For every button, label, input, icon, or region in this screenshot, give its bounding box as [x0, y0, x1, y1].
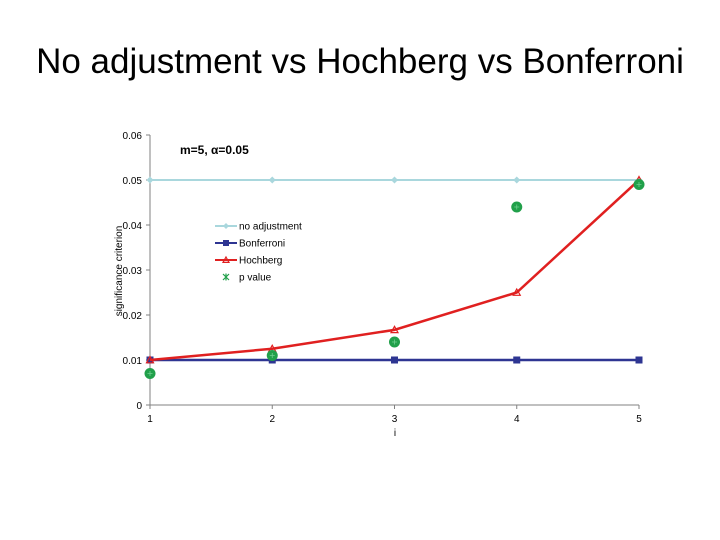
- x-tick-label: 4: [514, 414, 520, 425]
- legend-label: p value: [239, 273, 272, 284]
- x-tick-label: 1: [147, 414, 153, 425]
- data-point: [391, 176, 398, 184]
- legend-item: Hochberg: [215, 256, 282, 267]
- data-point: [389, 325, 400, 334]
- data-point-glyph: [392, 339, 397, 345]
- data-point-glyph: [147, 371, 153, 376]
- data-point: [513, 176, 521, 184]
- data-point-glyph: [636, 182, 642, 187]
- data-point: [391, 356, 398, 364]
- legend-item: no adjustment: [215, 222, 302, 233]
- data-point: [146, 176, 154, 184]
- y-tick-label: 0.03: [123, 266, 143, 277]
- series-hochberg: [145, 175, 644, 364]
- data-point-glyph: [514, 204, 520, 210]
- y-tick-label: 0.05: [123, 176, 143, 187]
- x-tick-label: 3: [392, 414, 398, 425]
- legend-label: no adjustment: [239, 222, 302, 233]
- legend-marker: [222, 273, 230, 281]
- data-point: [635, 356, 643, 364]
- y-tick-label: 0.06: [123, 131, 143, 142]
- x-tick-labels: 1 2 3 4 5: [147, 414, 642, 425]
- x-axis-title: i: [394, 428, 396, 439]
- chart-annotation: m=5, α=0.05: [180, 143, 249, 157]
- legend-label: Bonferroni: [239, 239, 285, 250]
- y-axis-title: significance criterion: [114, 226, 125, 317]
- data-point: [513, 356, 521, 364]
- y-tick-label: 0.02: [123, 311, 143, 322]
- x-tick-label: 2: [269, 414, 275, 425]
- series-layer: [144, 175, 645, 379]
- legend-label: Hochberg: [239, 256, 282, 267]
- legend-marker: [223, 223, 229, 229]
- y-tick-labels: 0 0.01 0.02 0.03 0.04 0.05 0.06: [123, 131, 143, 412]
- series-line: [149, 179, 640, 362]
- y-tick-label: 0.01: [123, 356, 143, 367]
- data-point: [268, 176, 276, 184]
- legend-item: p value: [222, 273, 272, 284]
- legend-marker: [223, 240, 229, 246]
- x-tick-label: 5: [636, 414, 642, 425]
- legend-item: Bonferroni: [215, 239, 285, 250]
- data-point: [512, 287, 522, 296]
- chart-axes: [146, 134, 640, 409]
- series-p-value: [144, 179, 645, 379]
- series-bonferroni: [146, 356, 643, 364]
- y-tick-label: 0: [136, 401, 142, 412]
- legend-marker: [221, 255, 231, 263]
- legend: no adjustment Bonferroni Hochberg p value: [215, 222, 302, 284]
- data-point: [145, 355, 155, 364]
- slide-title: No adjustment vs Hochberg vs Bonferroni: [36, 42, 684, 81]
- data-point-glyph: [269, 353, 275, 358]
- series-no-adjustment: [146, 176, 643, 184]
- y-tick-label: 0.04: [123, 221, 143, 232]
